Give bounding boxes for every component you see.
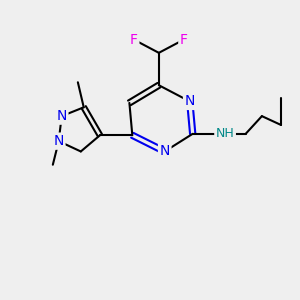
Text: F: F xyxy=(130,33,138,46)
Text: N: N xyxy=(184,94,195,108)
Text: N: N xyxy=(160,145,170,158)
Text: N: N xyxy=(56,109,67,123)
Text: N: N xyxy=(53,134,64,148)
Text: F: F xyxy=(180,33,188,46)
Text: NH: NH xyxy=(216,127,235,140)
